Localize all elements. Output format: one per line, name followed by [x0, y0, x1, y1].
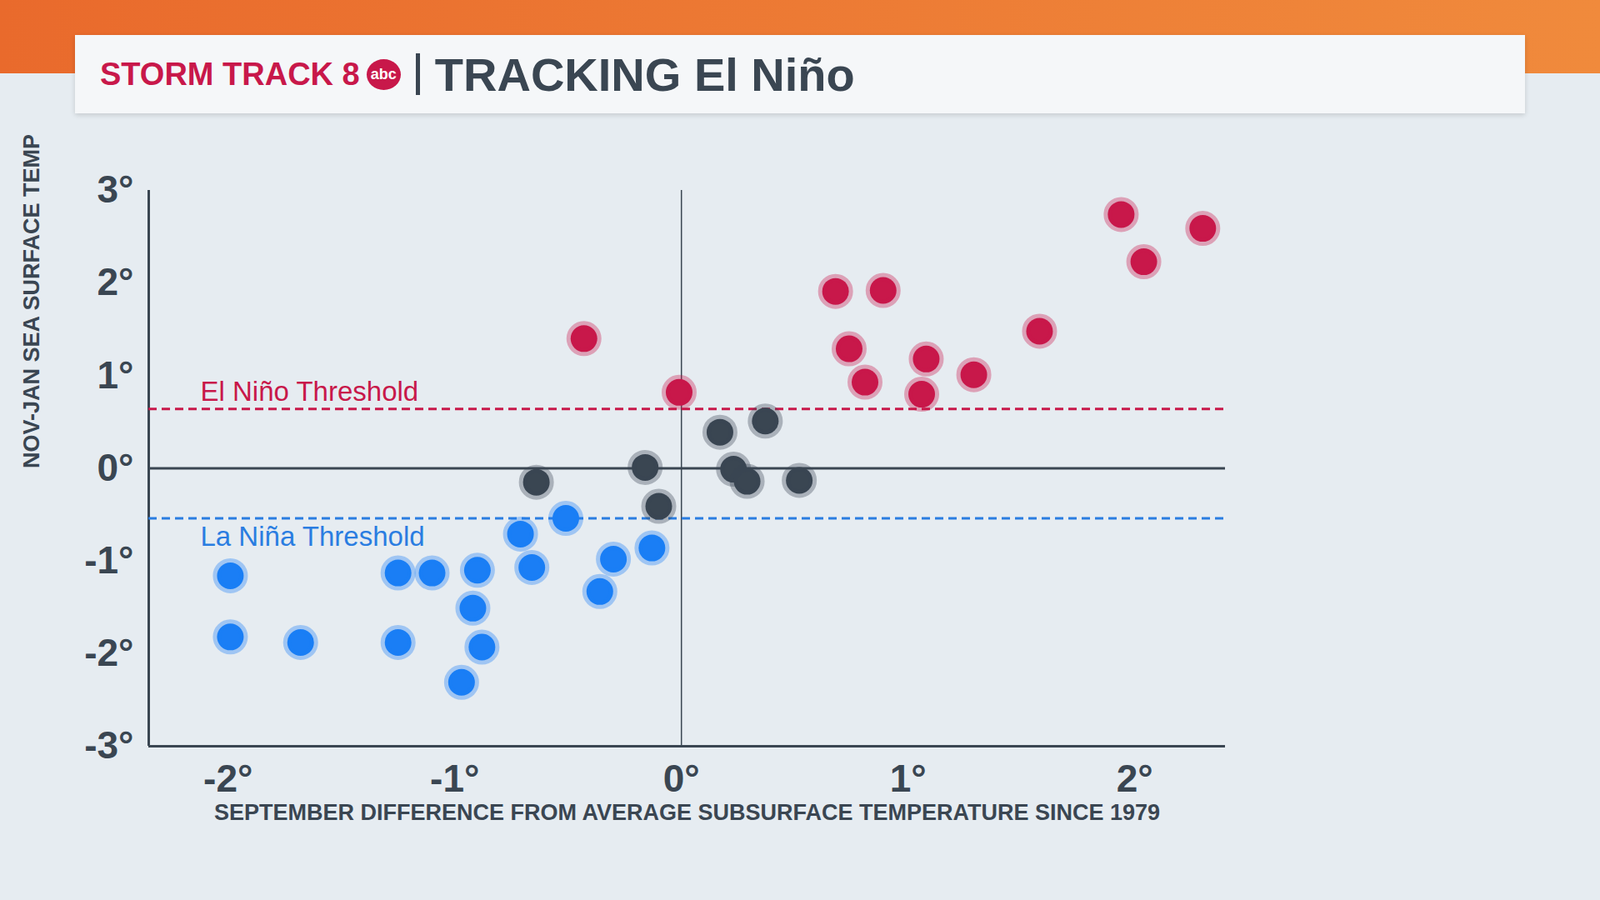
svg-text:1°: 1°	[97, 353, 135, 397]
svg-text:-3°: -3°	[84, 723, 134, 767]
html-text:STORM TRACK 8 abc: STORM TRACK 8 abc	[100, 56, 397, 92]
svg-text:-1°: -1°	[84, 538, 134, 582]
svg-text:El Niño Threshold: El Niño Threshold	[200, 375, 420, 407]
svg-text:NOV-JAN SEA SURFACE TEMPERATUR: NOV-JAN SEA SURFACE TEMPERATURE	[19, 133, 45, 469]
svg-text:-1°: -1°	[430, 756, 480, 800]
html-text:TRACKING El Niño: TRACKING El Niño	[434, 47, 855, 101]
svg-text:-2°: -2°	[84, 630, 134, 675]
svg-text:0°: 0°	[97, 445, 135, 490]
svg-text:SEPTEMBER DIFFERENCE FROM AVER: SEPTEMBER DIFFERENCE FROM AVERAGE SUBSUR…	[214, 800, 1160, 825]
svg-text:La Niña Threshold: La Niña Threshold	[200, 520, 425, 552]
svg-text:0°: 0°	[663, 756, 700, 800]
svg-text:2°: 2°	[1116, 756, 1154, 800]
svg-text:1°: 1°	[890, 756, 927, 800]
svg-text:3°: 3°	[97, 167, 135, 211]
svg-text:-2°: -2°	[203, 756, 253, 800]
svg-text:2°: 2°	[97, 260, 135, 304]
